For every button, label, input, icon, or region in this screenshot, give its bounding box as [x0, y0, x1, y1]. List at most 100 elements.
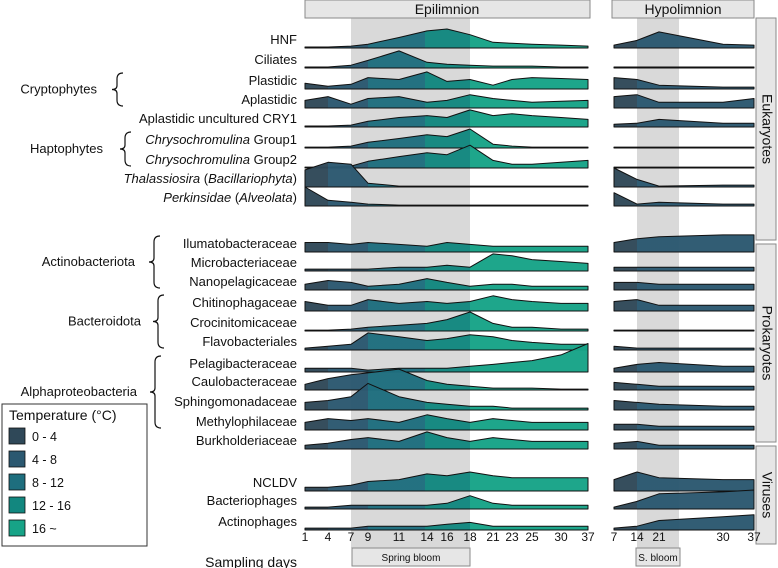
- ridge-epilimnion: [304, 431, 589, 450]
- legend-frame: [1, 403, 148, 547]
- ridge-row: [304, 71, 755, 90]
- legend-label: 0 - 4: [32, 430, 57, 444]
- ridge-row: [304, 278, 755, 291]
- legend-label: 12 - 16: [32, 499, 71, 513]
- group-label: Bacteroidota: [68, 314, 142, 329]
- spring-bloom-label: Spring bloom: [382, 553, 441, 564]
- ridge-hypolimnion: [613, 266, 755, 272]
- taxon-label: HNF: [270, 32, 297, 47]
- taxon-label: Aplastidic uncultured CRY1: [139, 111, 297, 126]
- taxon-label: Plastidic: [249, 73, 298, 88]
- ridge-epilimnion: [304, 332, 589, 351]
- prokaryotes-label: Prokaryotes: [759, 306, 775, 381]
- legend-swatch: [8, 519, 26, 537]
- ridge-hypolimnion: [613, 66, 755, 69]
- ridge-row: [304, 50, 755, 69]
- taxon-label: Ilumatobacteraceae: [183, 236, 297, 251]
- ridge-row: [304, 28, 755, 49]
- ridge-hypolimnion: [613, 400, 755, 411]
- x-tick-label: 21: [486, 530, 500, 544]
- legend-swatch: [8, 496, 26, 514]
- taxon-label: Microbacteriaceae: [191, 255, 297, 270]
- taxon-label: Burkholderiaceae: [196, 433, 297, 448]
- taxon-label: Methylophilaceae: [196, 414, 297, 429]
- x-tick-label: 30: [716, 530, 730, 544]
- ridge-epilimnion: [304, 368, 589, 391]
- ridge-epilimnion: [304, 186, 589, 207]
- ridge-row: [304, 414, 755, 431]
- x-tick-label: 7: [611, 530, 618, 544]
- ridge-epilimnion: [304, 253, 589, 272]
- prokaryotes-strip: [755, 243, 777, 443]
- taxa-labels: HNF Ciliates Plastidic Aplastidic Aplastidic…: [124, 32, 298, 529]
- ridge-epilimnion: [304, 414, 589, 431]
- taxon-label: Nanopelagicaceae: [189, 274, 297, 289]
- group-label: Actinobacteriota: [42, 254, 136, 269]
- ridge-row: [304, 295, 755, 312]
- eukaryotes-strip: [755, 17, 777, 241]
- group-bracket: [119, 131, 132, 167]
- ridge-epilimnion: [304, 295, 589, 312]
- group-bracket: [152, 294, 165, 349]
- epilimnion-header: [304, 0, 591, 19]
- group-bracket: [111, 72, 124, 107]
- taxon-label: Chitinophagaceae: [192, 295, 297, 310]
- ridge-hypolimnion: [613, 329, 755, 332]
- ridge-hypolimnion: [613, 381, 755, 391]
- x-tick-label: 30: [554, 530, 568, 544]
- taxon-label: Sphingomonadaceae: [174, 394, 297, 409]
- ridge-hypolimnion: [613, 362, 755, 373]
- legend-swatch: [8, 427, 26, 445]
- x-tick-label: 16: [440, 530, 454, 544]
- ridge-row: [304, 94, 755, 109]
- taxon-label: Bacteriophages: [207, 493, 298, 508]
- taxon-label: Flavobacteriales: [202, 334, 297, 349]
- x-tick-label: 21: [652, 530, 666, 544]
- x-tick-label: 7: [348, 530, 355, 544]
- x-tick-label: 11: [393, 530, 406, 544]
- x-tick-label: 4: [325, 530, 332, 544]
- group-bracket: [148, 235, 161, 289]
- x-tick-label: 23: [505, 530, 519, 544]
- epilimnion-title: Epilimnion: [415, 1, 480, 17]
- ridge-row: [304, 332, 755, 351]
- ridge-row: [304, 471, 755, 492]
- legend-label: 8 - 12: [32, 476, 64, 490]
- taxon-label: Pelagibacteraceae: [189, 356, 297, 371]
- viruses-label: Viruses: [759, 472, 775, 518]
- group-label: Cryptophytes: [20, 82, 97, 97]
- ridge-row: [304, 311, 755, 332]
- ridge-epilimnion: [304, 311, 589, 332]
- hypolimnion-title: Hypolimnion: [644, 1, 721, 17]
- x-ticks: 1 4 7 9 11 14 16 18 21 23 25 30 37 7 14 21 30 37: [302, 530, 761, 544]
- ridge-hypolimnion: [613, 234, 755, 253]
- ridge-row: [304, 161, 755, 188]
- ridge-epilimnion: [304, 382, 589, 411]
- taxon-label: Ciliates: [254, 52, 297, 67]
- group-label: Alphaproteobacteria: [21, 384, 138, 399]
- ridge-epilimnion: [304, 521, 589, 531]
- viruses-strip: [755, 445, 777, 545]
- legend-title: Temperature (°C): [9, 407, 117, 423]
- ridge-hypolimnion: [613, 146, 755, 149]
- ridge-hypolimnion: [613, 31, 755, 49]
- eukaryotes-label: Eukaryotes: [759, 94, 775, 164]
- x-tick-label: 14: [630, 530, 644, 544]
- ridge-hypolimnion: [613, 281, 755, 291]
- legend-label: 16 ~: [32, 522, 57, 536]
- x-tick-label: 1: [302, 530, 309, 544]
- taxon-label: Caulobacteraceae: [191, 374, 297, 389]
- ridge-epilimnion: [304, 161, 589, 188]
- ridge-row: [304, 343, 755, 373]
- ridge-row: [304, 514, 755, 531]
- ridge-row: [304, 234, 755, 253]
- x-tick-label: 37: [581, 530, 595, 544]
- legend-swatch: [8, 450, 26, 468]
- legend-label: 4 - 8: [32, 453, 57, 467]
- taxon-label: Chrysochromulina Group2: [145, 152, 297, 167]
- ridge-hypolimnion: [613, 514, 755, 531]
- ridge-epilimnion: [304, 278, 589, 291]
- hypolimnion-bloom-label: S. bloom: [638, 553, 677, 564]
- ridge-epilimnion: [304, 343, 589, 373]
